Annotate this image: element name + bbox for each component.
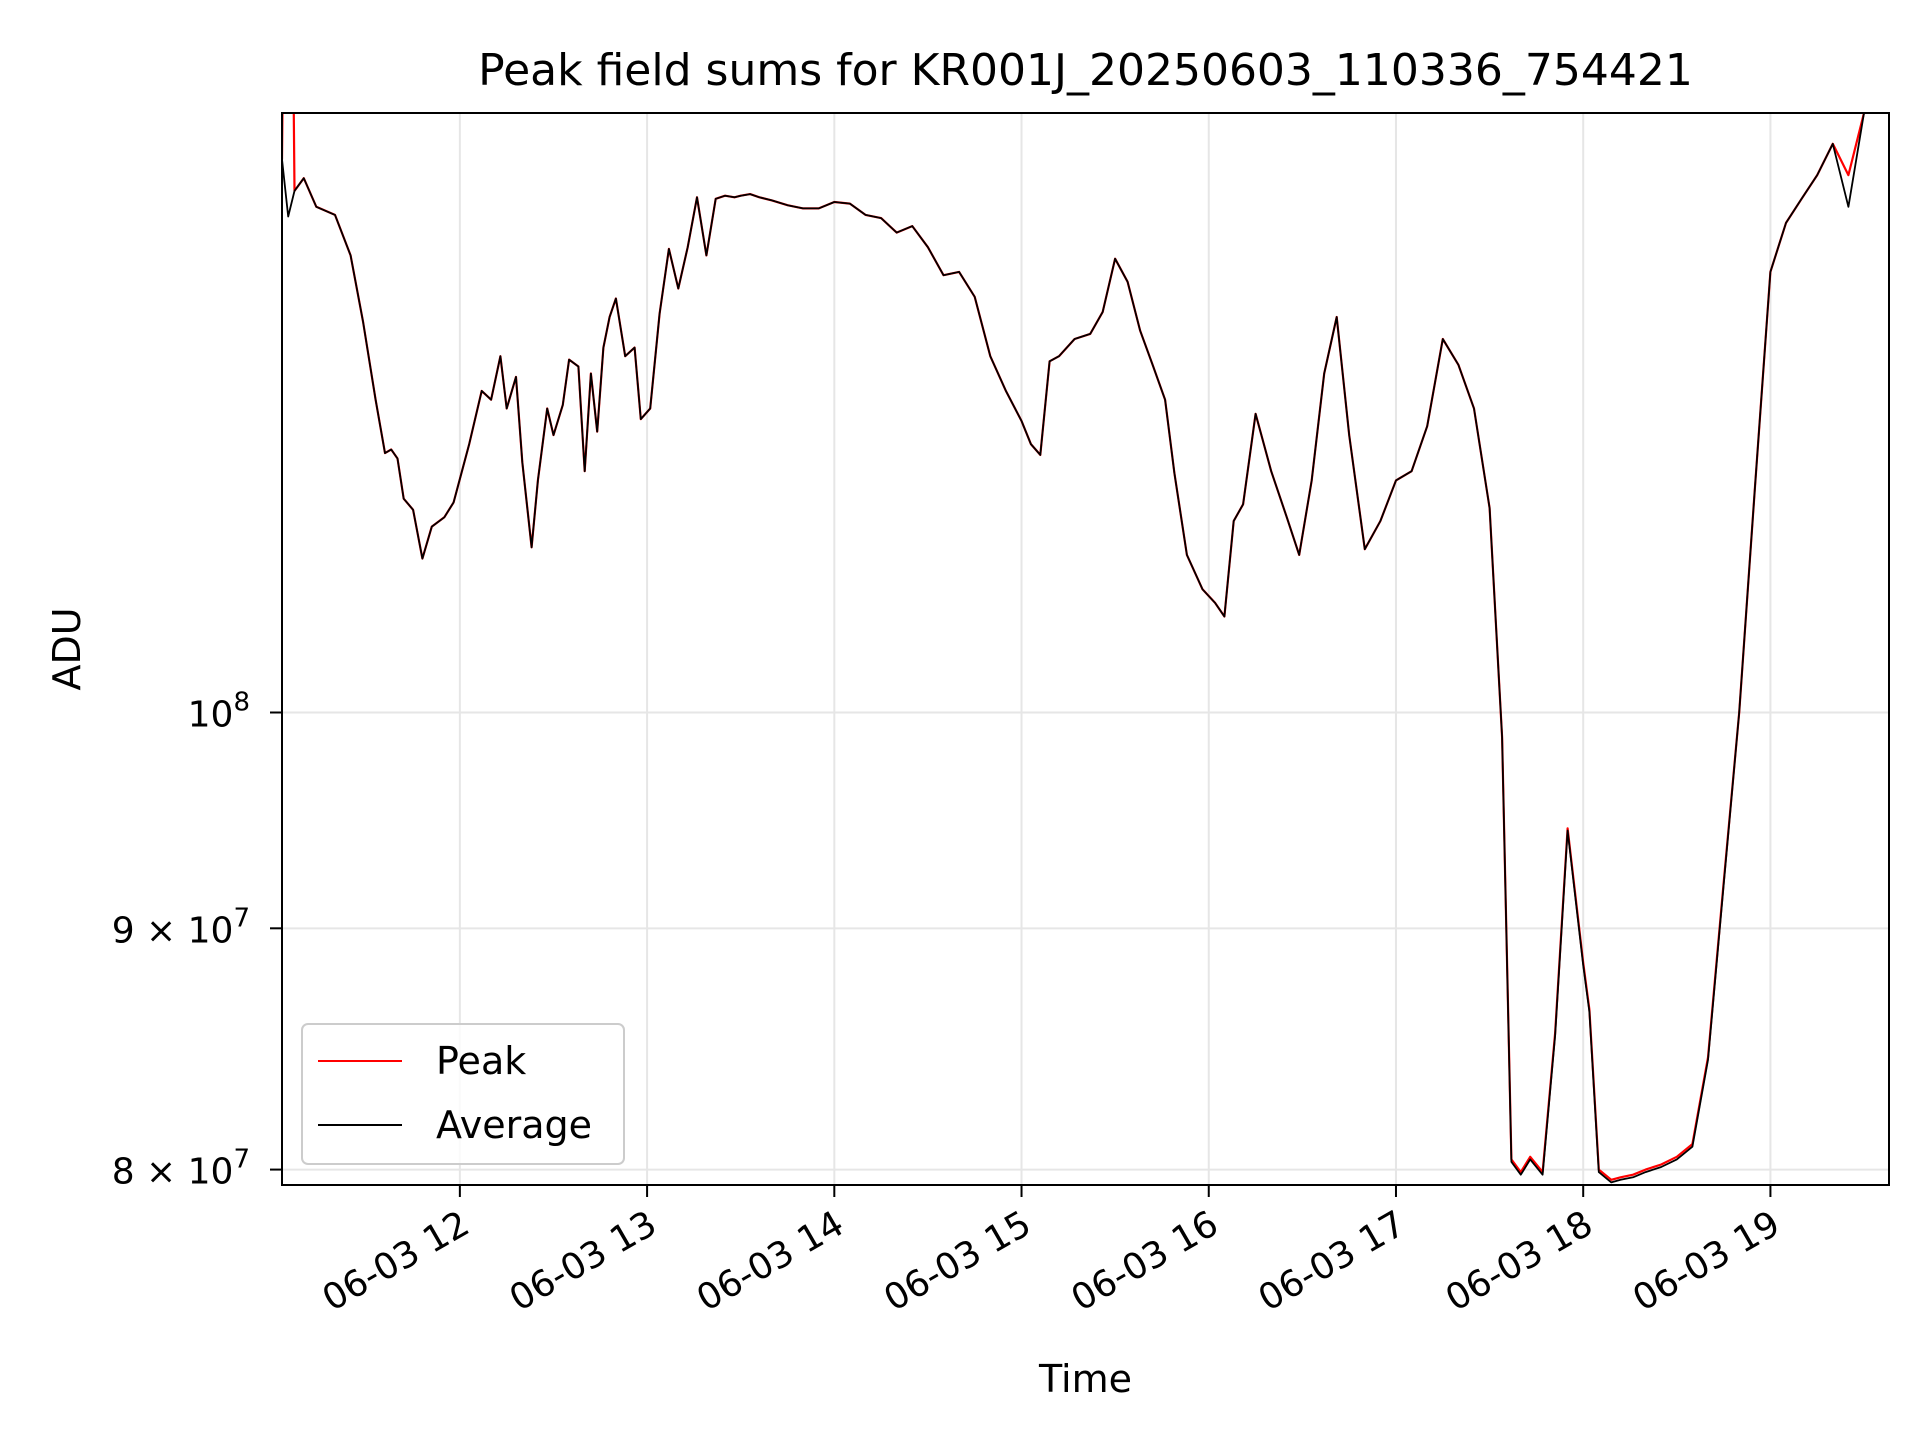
- y-tick-exponent: 7: [233, 903, 250, 933]
- y-tick-exponent: 7: [233, 1145, 250, 1175]
- y-tick-exponent: 8: [233, 687, 250, 717]
- y-tick-label: 8 × 107: [112, 1145, 250, 1193]
- grid: [282, 113, 1889, 1185]
- y-tick-base: 9 × 10: [112, 910, 234, 951]
- legend: Peak Average: [301, 1023, 625, 1165]
- legend-label: Average: [436, 1103, 592, 1147]
- plot-frame: [281, 112, 1890, 1186]
- y-tick-label: 108: [188, 687, 250, 735]
- legend-box: [301, 1023, 625, 1165]
- y-tick-base: 10: [188, 694, 234, 735]
- series-line-average: [282, 113, 1865, 1184]
- x-axis-label: Time: [1038, 1357, 1132, 1401]
- y-tick-label: 9 × 107: [112, 903, 250, 951]
- y-axis-label: ADU: [45, 607, 89, 690]
- series-layer: [282, 113, 1866, 1184]
- chart-title: Peak field sums for KR001J_20250603_1103…: [478, 45, 1693, 96]
- y-tick-base: 8 × 10: [112, 1152, 234, 1193]
- legend-label: Peak: [436, 1039, 526, 1083]
